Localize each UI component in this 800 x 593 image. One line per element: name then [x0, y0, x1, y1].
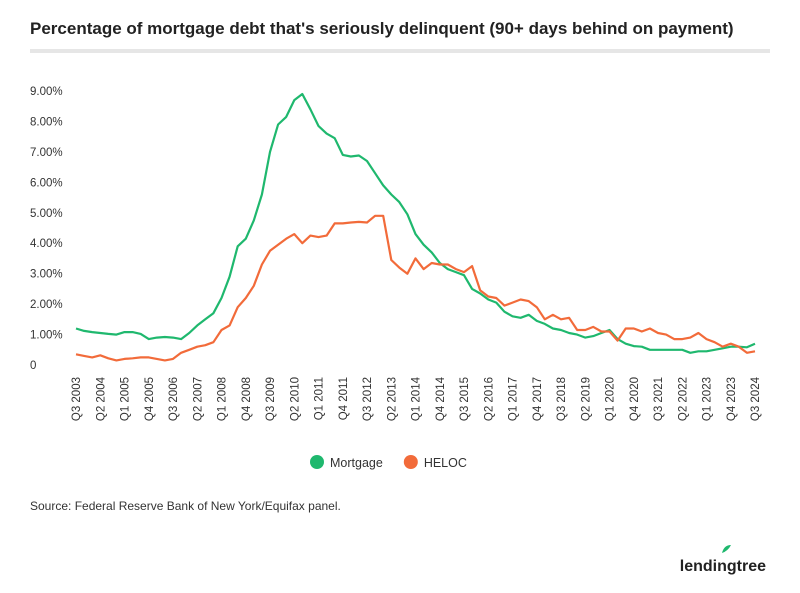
x-tick-label: Q4 2023 [726, 377, 738, 421]
x-tick-label: Q3 2018 [556, 377, 568, 421]
legend-marker [403, 455, 418, 469]
x-tick-label: Q1 2011 [314, 377, 326, 420]
y-tick-label: 7.00% [30, 147, 63, 159]
x-tick-label: Q1 2020 [605, 377, 617, 421]
x-tick-label: Q2 2013 [386, 377, 398, 421]
x-tick-label: Q2 2010 [289, 377, 301, 421]
x-tick-label: Q2 2004 [95, 376, 107, 421]
y-tick-label: 5.00% [30, 208, 63, 220]
title-rule [30, 49, 770, 53]
x-tick-label: Q4 2005 [144, 377, 156, 421]
y-tick-label: 1.00% [30, 330, 63, 342]
x-tick-label: Q4 2020 [629, 377, 641, 421]
x-tick-label: Q1 2008 [217, 377, 229, 421]
chart-title: Percentage of mortgage debt that's serio… [30, 19, 734, 38]
x-tick-label: Q4 2011 [338, 377, 350, 420]
legend-label: Mortgage [330, 456, 383, 470]
logo-leaf [722, 545, 731, 553]
x-tick-label: Q3 2012 [362, 377, 374, 421]
x-tick-label: Q3 2024 [750, 376, 762, 421]
source: Source: Federal Reserve Bank of New York… [30, 499, 341, 513]
y-tick-label: 3.00% [30, 269, 63, 281]
y-tick-label: 0 [30, 360, 36, 372]
x-tick-label: Q2 2016 [483, 377, 495, 421]
legend-label: HELOC [424, 456, 467, 470]
x-tick-label: Q4 2014 [435, 376, 447, 421]
series-line [75, 214, 756, 362]
x-tick-label: Q3 2015 [459, 377, 471, 421]
x-tick-label: Q1 2023 [702, 377, 714, 421]
y-tick-label: 2.00% [30, 299, 63, 311]
brand-logo: lendingtree [680, 545, 766, 575]
y-tick-label: 4.00% [30, 238, 63, 250]
x-tick-label: Q2 2019 [580, 377, 592, 421]
series-line [75, 92, 756, 354]
x-tick-label: Q1 2017 [508, 377, 520, 421]
x-tick-label: Q3 2003 [71, 377, 83, 421]
x-tick-label: Q3 2006 [168, 377, 180, 421]
x-tick-label: Q4 2017 [532, 377, 544, 421]
x-tick-label: Q3 2009 [265, 377, 277, 421]
y-tick-label: 8.00% [30, 116, 63, 128]
x-tick-label: Q1 2014 [411, 376, 423, 421]
x-tick-label: Q2 2022 [677, 377, 689, 421]
x-tick-label: Q2 2007 [192, 377, 204, 421]
y-tick-label: 9.00% [30, 86, 63, 98]
brand-name: lendingtree [680, 558, 766, 575]
legend: Mortgage HELOC [310, 455, 467, 470]
legend-marker [310, 455, 324, 469]
x-tick-label: Q1 2005 [120, 377, 132, 421]
x-tick-label: Q4 2008 [241, 377, 253, 421]
x-tick-label: Q3 2021 [653, 377, 665, 421]
y-tick-label: 6.00% [30, 177, 63, 189]
